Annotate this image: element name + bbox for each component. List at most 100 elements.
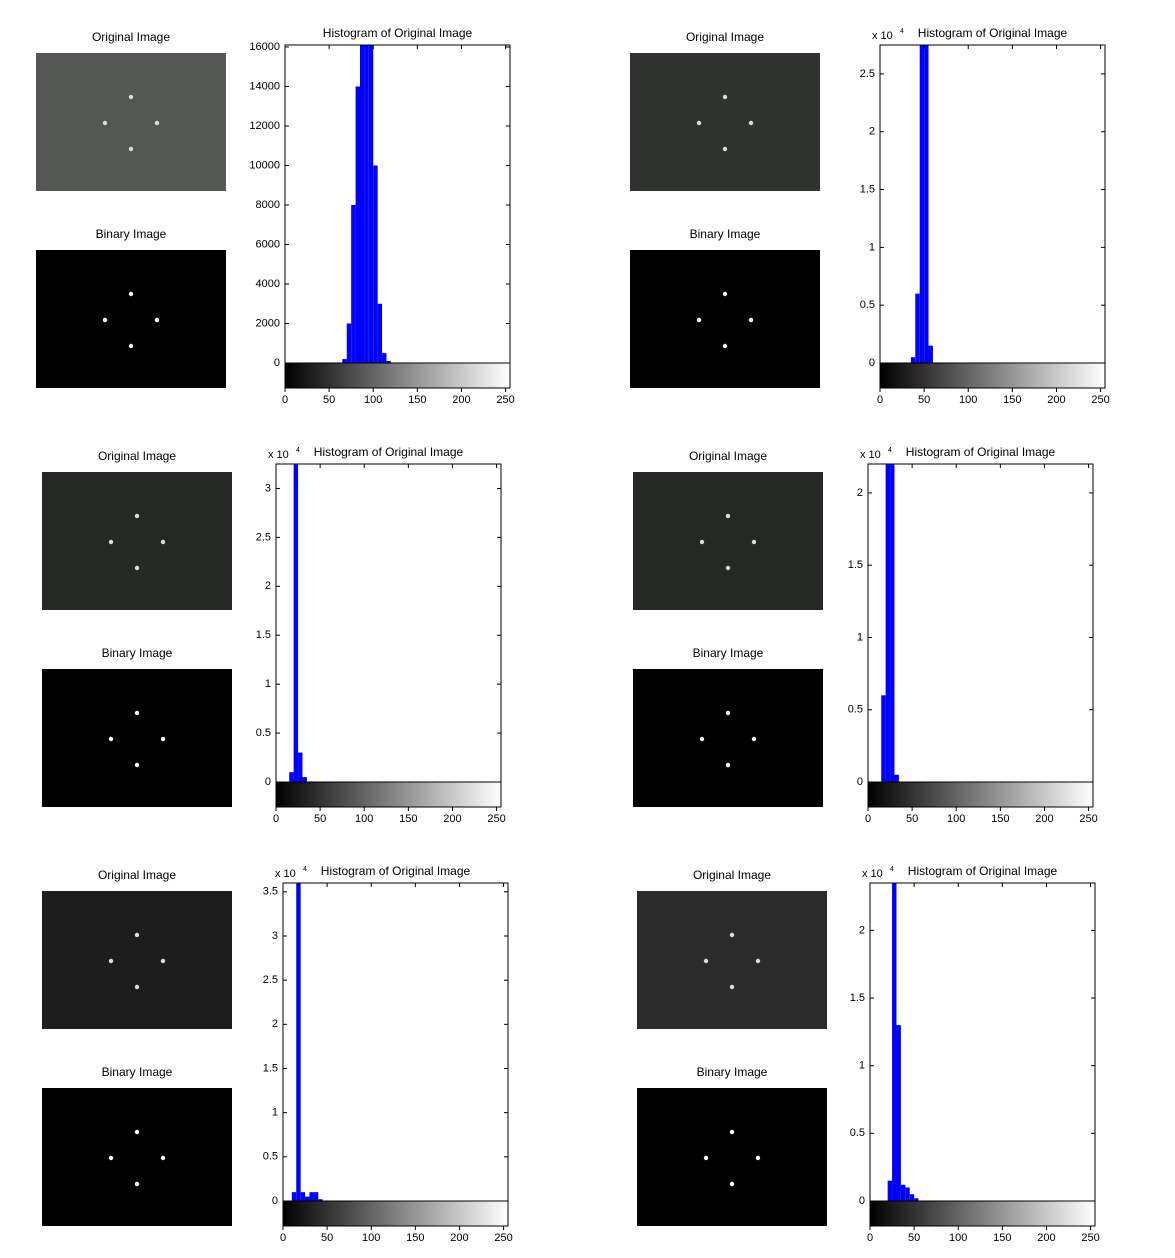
plot-area — [868, 464, 1093, 782]
spot — [729, 1181, 735, 1187]
image-title: Binary Image — [96, 227, 167, 241]
spot — [128, 146, 134, 152]
histogram-bar — [291, 1192, 297, 1201]
histogram-bar — [368, 45, 374, 363]
y-tick-label: 1.5 — [263, 1062, 278, 1074]
histogram-bar — [355, 86, 360, 363]
y-tick-label: 1 — [272, 1107, 278, 1119]
y-tick-label: 3.5 — [263, 886, 278, 898]
histogram-bar — [386, 361, 391, 363]
image-title: Original Image — [98, 868, 176, 882]
spot — [725, 762, 731, 768]
spot — [134, 1129, 140, 1135]
histogram-bar — [896, 1025, 901, 1201]
histogram-bar — [928, 345, 933, 363]
x-tick-label: 150 — [406, 1232, 424, 1244]
histogram-bar — [318, 1199, 323, 1201]
y-tick-label: 12000 — [249, 120, 280, 132]
image — [633, 669, 823, 807]
image — [36, 53, 226, 191]
spot — [154, 120, 160, 126]
spot — [725, 513, 731, 519]
x-tick-label: 250 — [1079, 813, 1097, 825]
histogram-bar — [298, 752, 303, 782]
spot — [703, 1155, 709, 1161]
image-title: Original Image — [98, 449, 176, 463]
spot — [722, 146, 728, 152]
x-tick-label: 100 — [949, 1232, 967, 1244]
histogram-bar — [890, 464, 895, 782]
y-tick-label: 2 — [272, 1018, 278, 1030]
panel: Original Image Binary Image Histogram of O… — [637, 864, 1100, 1244]
image — [42, 1088, 232, 1226]
histogram-bar — [887, 1180, 893, 1201]
histogram-bar — [914, 1198, 919, 1201]
histogram-bar — [910, 357, 916, 363]
y-tick-label: 0 — [272, 1195, 278, 1207]
spot — [108, 736, 114, 742]
image — [630, 53, 820, 191]
panel: Original Image Binary Image Histogram of O… — [630, 26, 1110, 406]
y-tick-label: 2.5 — [860, 68, 875, 80]
histogram-bar — [905, 1187, 910, 1201]
spot — [108, 958, 114, 964]
chart-title: Histogram of Original Image — [906, 445, 1056, 459]
spot — [729, 932, 735, 938]
spot — [748, 120, 754, 126]
spot — [128, 94, 134, 100]
spot — [722, 94, 728, 100]
chart-title: Histogram of Original Image — [918, 26, 1068, 40]
spot — [102, 120, 108, 126]
plot-area — [276, 464, 501, 782]
histogram-bar — [881, 695, 886, 782]
x-tick-label: 250 — [496, 394, 514, 406]
chart-title: Histogram of Original Image — [323, 26, 473, 40]
chart-title: Histogram of Original Image — [321, 864, 471, 878]
x-tick-label: 200 — [1035, 813, 1053, 825]
x-tick-label: 50 — [321, 1232, 333, 1244]
y-tick-label: 2.5 — [263, 974, 278, 986]
y-tick-label: 0.5 — [848, 704, 863, 716]
x-tick-label: 100 — [362, 1232, 380, 1244]
y-multiplier-exponent: 4 — [888, 447, 892, 454]
y-multiplier: x 10 — [860, 449, 881, 461]
x-tick-label: 100 — [947, 813, 965, 825]
x-tick-label: 200 — [1037, 1232, 1055, 1244]
bars — [887, 883, 919, 1201]
x-tick-label: 150 — [991, 813, 1009, 825]
histogram-bar — [892, 883, 897, 1201]
histogram-bar — [289, 772, 294, 782]
colorbar — [284, 362, 511, 389]
histogram-bar — [924, 45, 929, 363]
image-title: Original Image — [693, 868, 771, 882]
spot — [696, 120, 702, 126]
colorbar — [869, 1200, 1096, 1227]
spot — [729, 1129, 735, 1135]
y-tick-label: 2 — [265, 580, 271, 592]
histogram-bar — [919, 45, 925, 363]
spot — [725, 710, 731, 716]
x-tick-label: 250 — [1091, 394, 1109, 406]
image-title: Binary Image — [102, 1065, 173, 1079]
spot — [722, 291, 728, 297]
spot — [755, 1155, 761, 1161]
spot — [748, 317, 754, 323]
y-tick-label: 0.5 — [850, 1127, 865, 1139]
spot — [699, 736, 705, 742]
x-tick-label: 200 — [452, 394, 470, 406]
spot — [751, 736, 757, 742]
y-tick-label: 1.5 — [848, 559, 863, 571]
histogram-bar — [373, 165, 378, 363]
plot-area — [283, 883, 508, 1201]
y-tick-label: 8000 — [256, 199, 280, 211]
y-tick-label: 0 — [265, 776, 271, 788]
panel: Original Image Binary Image Histogram of O… — [36, 26, 515, 406]
bars — [342, 45, 391, 363]
spot — [751, 539, 757, 545]
x-tick-label: 100 — [364, 394, 382, 406]
y-tick-label: 2 — [859, 924, 865, 936]
plot-area — [870, 883, 1095, 1201]
image-title: Binary Image — [102, 646, 173, 660]
y-tick-label: 0.5 — [860, 299, 875, 311]
image — [42, 669, 232, 807]
